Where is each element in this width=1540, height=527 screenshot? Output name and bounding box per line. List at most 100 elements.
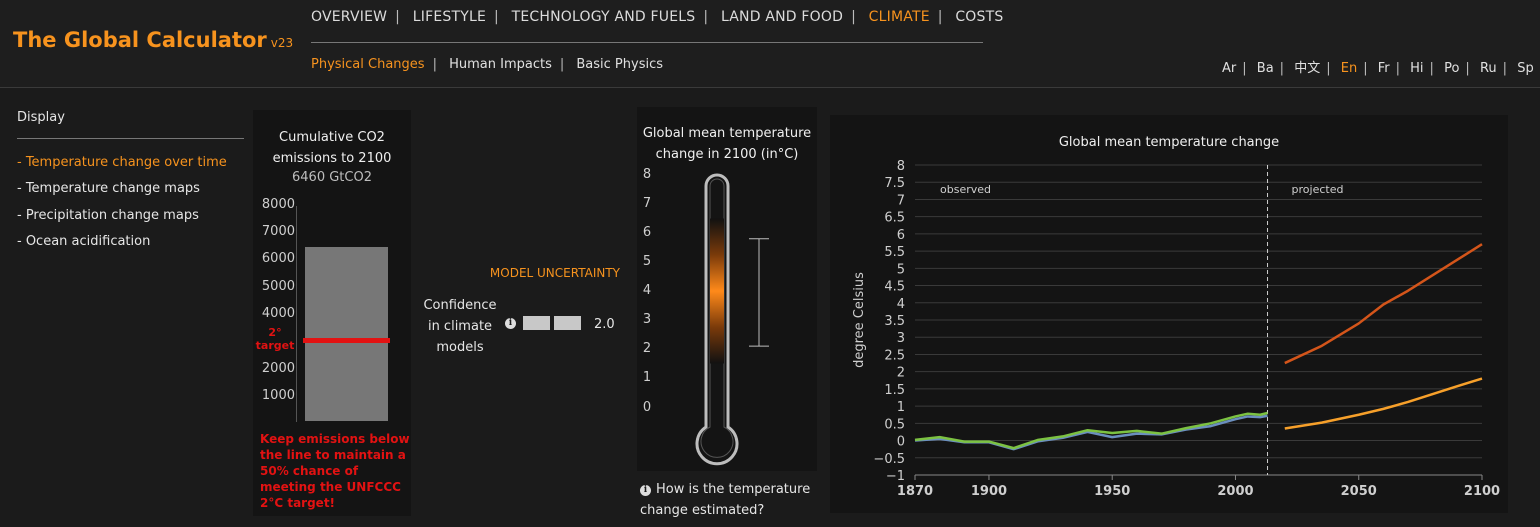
nav-climate[interactable]: CLIMATE bbox=[868, 9, 930, 25]
chart-series-line bbox=[914, 414, 1268, 451]
thermometer-tick-label: 5 bbox=[642, 254, 652, 269]
chart-y-axis-label: degree Celsius bbox=[852, 272, 867, 368]
chart-series-line bbox=[1284, 377, 1483, 430]
chart-y-tick-label: 4.5 bbox=[884, 280, 905, 295]
subnav-basic-physics[interactable]: Basic Physics bbox=[576, 57, 664, 72]
top-header bbox=[0, 0, 1540, 88]
chart-panel bbox=[830, 115, 1508, 513]
temperature-estimation-info[interactable]: i How is the temperature change estimated… bbox=[640, 479, 820, 521]
co2-tick-label: 6000 bbox=[261, 251, 295, 266]
chart-x-tick-label: 1870 bbox=[897, 484, 933, 499]
language-nav: Ar | Ba | 中文 | En | Fr | Hi | Po | Ru | Sp bbox=[1222, 61, 1534, 76]
co2-target-label: 2° target bbox=[255, 326, 295, 352]
chart-y-tick-label: 0 bbox=[897, 435, 905, 450]
confidence-option-box[interactable] bbox=[523, 316, 550, 330]
lang-ru[interactable]: Ru bbox=[1479, 61, 1497, 76]
chart-y-tick-label: 2.5 bbox=[884, 348, 905, 363]
nav-overview[interactable]: OVERVIEW bbox=[311, 9, 388, 25]
lang-hi[interactable]: Hi bbox=[1410, 61, 1424, 76]
chart-y-tick-label: 2 bbox=[897, 366, 905, 381]
chart-y-tick-label: 3.5 bbox=[884, 314, 905, 329]
chart-series-line bbox=[914, 411, 1268, 450]
sub-nav: Physical Changes | Human Impacts | Basic P… bbox=[311, 57, 664, 72]
chart-y-tick-label: 7 bbox=[897, 193, 905, 208]
co2-emissions-bar bbox=[305, 247, 388, 421]
lang-ba[interactable]: Ba bbox=[1256, 61, 1274, 76]
nav-costs[interactable]: COSTS bbox=[955, 9, 1004, 25]
model-uncertainty-label: Confidence in climate models bbox=[420, 295, 500, 358]
thermometer-tick-label: 3 bbox=[642, 312, 652, 327]
app-title[interactable]: The Global Calculator v23 bbox=[13, 28, 293, 52]
co2-tick-label: 5000 bbox=[261, 279, 295, 294]
chart-y-tick-label: 7.5 bbox=[884, 176, 905, 191]
thermometer-tube bbox=[695, 173, 739, 466]
lang-zh[interactable]: 中文 bbox=[1294, 61, 1321, 76]
display-divider bbox=[17, 138, 244, 139]
chart-x-tick-label: 2050 bbox=[1341, 484, 1377, 499]
co2-tick-label: 2000 bbox=[261, 361, 295, 376]
mu-label-line3: models bbox=[436, 340, 484, 355]
mu-label-line2: in climate bbox=[427, 319, 493, 334]
chart-x-tick-label: 1950 bbox=[1094, 484, 1130, 499]
chart-y-tick-label: 1 bbox=[897, 400, 905, 415]
temperature-chart: 87.576.565.554.543.532.521.510.50−0.5−11… bbox=[852, 159, 1500, 499]
display-item-ocean-acidification[interactable]: - Ocean acidification bbox=[17, 234, 151, 249]
nav-technology-and-fuels[interactable]: TECHNOLOGY AND FUELS bbox=[511, 9, 696, 25]
thermometer-uncertainty-bar bbox=[749, 238, 769, 347]
chart-title: Global mean temperature change bbox=[1058, 135, 1280, 150]
lang-po[interactable]: Po bbox=[1444, 61, 1460, 76]
co2-target-line bbox=[303, 338, 390, 344]
co2-title-line1: Cumulative CO2 bbox=[279, 130, 385, 145]
chart-y-tick-label: −1 bbox=[886, 469, 905, 484]
chart-y-tick-label: 1.5 bbox=[884, 383, 905, 398]
lang-ar[interactable]: Ar bbox=[1222, 61, 1237, 76]
chart-y-tick-label: 5 bbox=[897, 262, 905, 277]
info-icon[interactable]: i bbox=[505, 318, 516, 329]
confidence-option-box[interactable] bbox=[554, 316, 581, 330]
info-icon[interactable]: i bbox=[640, 485, 651, 496]
main-nav: OVERVIEW | LIFESTYLE | TECHNOLOGY AND FUEL… bbox=[311, 9, 1004, 25]
thermometer-tick-label: 0 bbox=[642, 400, 652, 415]
co2-target-label-line1: 2° bbox=[268, 326, 282, 339]
co2-title-line2: emissions to 2100 bbox=[272, 151, 392, 166]
confidence-value: 2.0 bbox=[594, 317, 615, 332]
chart-x-tick-label: 2100 bbox=[1464, 484, 1500, 499]
nav-lifestyle[interactable]: LIFESTYLE bbox=[412, 9, 486, 25]
chart-y-tick-label: 8 bbox=[897, 159, 905, 174]
subnav-physical-changes[interactable]: Physical Changes bbox=[311, 57, 425, 72]
lang-en[interactable]: En bbox=[1340, 61, 1358, 76]
chart-y-tick-label: 3 bbox=[897, 331, 905, 346]
chart-y-tick-label: 5.5 bbox=[884, 245, 905, 260]
thermometer-range-fill bbox=[710, 218, 724, 364]
nav-divider bbox=[311, 42, 983, 43]
co2-tick-label: 4000 bbox=[261, 306, 295, 321]
app-title-text: The Global Calculator bbox=[13, 28, 267, 52]
chart-y-tick-label: −0.5 bbox=[873, 452, 905, 467]
chart-x-tick-label: 2000 bbox=[1217, 484, 1253, 499]
co2-tick-label: 7000 bbox=[261, 224, 295, 239]
co2-tick-label: 8000 bbox=[261, 197, 295, 212]
chart-series-line bbox=[1284, 243, 1483, 365]
thermometer-tick-label: 2 bbox=[642, 341, 652, 356]
co2-axis bbox=[296, 206, 297, 422]
subnav-human-impacts[interactable]: Human Impacts bbox=[449, 57, 552, 72]
chart-annotation-observed: observed bbox=[940, 183, 991, 196]
nav-land-and-food[interactable]: LAND AND FOOD bbox=[720, 9, 844, 25]
chart-y-tick-label: 0.5 bbox=[884, 417, 905, 432]
chart-x-tick-label: 1900 bbox=[971, 484, 1007, 499]
lang-sp[interactable]: Sp bbox=[1517, 61, 1534, 76]
thermometer-tick-label: 8 bbox=[642, 167, 652, 182]
lang-fr[interactable]: Fr bbox=[1377, 61, 1390, 76]
model-uncertainty-title: MODEL UNCERTAINTY bbox=[489, 266, 620, 280]
display-item-temperature-change-maps[interactable]: - Temperature change maps bbox=[17, 181, 200, 196]
co2-value: 6460 GtCO2 bbox=[292, 170, 372, 185]
thermometer-graphic bbox=[695, 173, 769, 466]
display-item-temperature-change-over-time[interactable]: - Temperature change over time bbox=[17, 155, 227, 170]
chart-annotation-projected: projected bbox=[1292, 183, 1344, 196]
co2-warning-text: Keep emissions below the line to maintai… bbox=[260, 432, 410, 510]
display-item-precipitation-change-maps[interactable]: - Precipitation change maps bbox=[17, 208, 199, 223]
chart-y-tick-label: 6.5 bbox=[884, 211, 905, 226]
chart-y-tick-label: 4 bbox=[897, 297, 905, 312]
thermometer-title-line2: change in 2100 (in°C) bbox=[655, 147, 799, 162]
temperature-estimation-info-text: How is the temperature change estimated? bbox=[640, 482, 811, 518]
